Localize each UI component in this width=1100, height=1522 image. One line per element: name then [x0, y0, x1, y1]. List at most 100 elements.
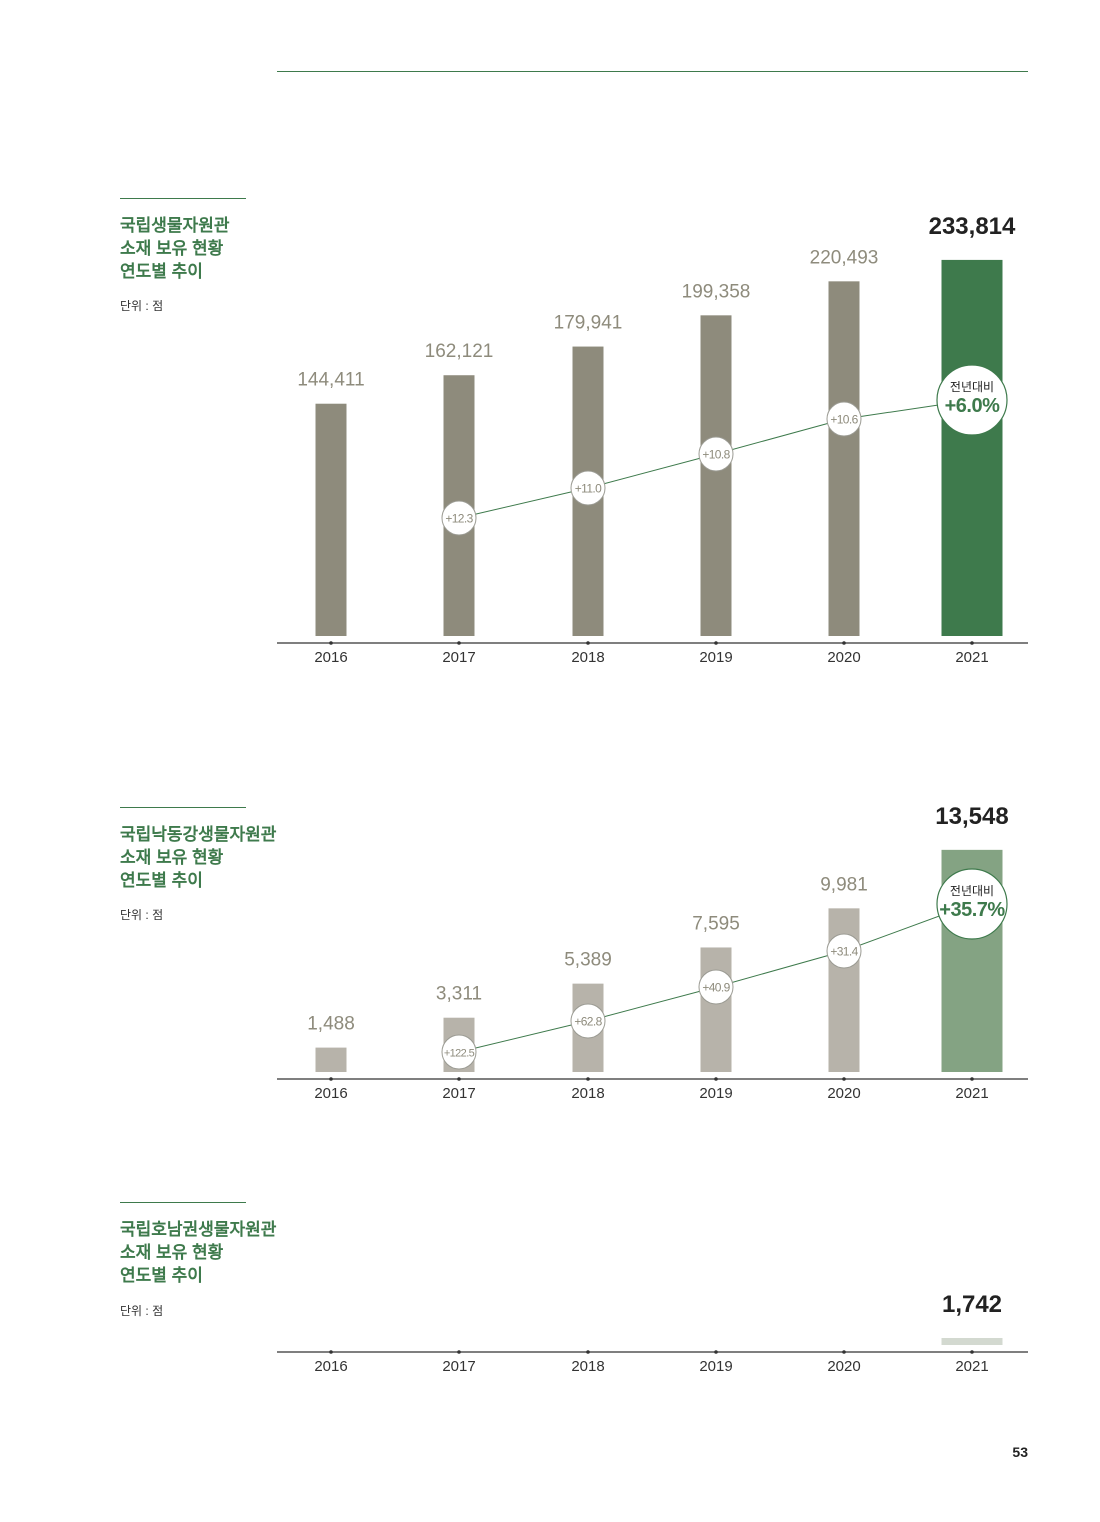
- axis-tick-2021: [970, 1350, 974, 1354]
- value-label-2021: 13,548: [935, 803, 1008, 830]
- value-label-2019: 7,595: [692, 913, 740, 934]
- growth-marker-2020: +31.4: [826, 933, 862, 969]
- growth-highlight-value: +6.0%: [945, 395, 1000, 417]
- section-2-title-line-1: 국립낙동강생물자원관: [120, 825, 277, 844]
- axis-tick-2019: [714, 1077, 718, 1081]
- bar-2016: [315, 1047, 347, 1072]
- axis-tick-2021: [970, 1077, 974, 1081]
- bar-2019: [700, 315, 732, 636]
- tick-label-2018: 2018: [571, 649, 604, 666]
- axis-tick-2017: [457, 641, 461, 645]
- growth-marker-circle: [826, 401, 862, 437]
- section-1-title-line-2: 소재 보유 현황: [120, 239, 224, 258]
- section-1-title-line-1: 국립생물자원관: [120, 216, 230, 235]
- tick-label-2020: 2020: [827, 1358, 860, 1375]
- value-label-2017: 162,121: [425, 341, 494, 362]
- section-3-title-line-1: 국립호남권생물자원관: [120, 1220, 277, 1239]
- tick-label-2017: 2017: [442, 1085, 475, 1102]
- tick-label-2019: 2019: [699, 1358, 732, 1375]
- page-number: 53: [1012, 1444, 1028, 1460]
- growth-marker-circle: [441, 1034, 477, 1070]
- axis-tick-2017: [457, 1350, 461, 1354]
- axis-tick-2016: [329, 1077, 333, 1081]
- growth-marker-2021: 전년대비+35.7%: [936, 868, 1008, 940]
- section-3-title-line-2: 소재 보유 현황: [120, 1243, 224, 1262]
- growth-highlight-value: +35.7%: [939, 899, 1005, 921]
- tick-label-2016: 2016: [314, 1085, 347, 1102]
- growth-marker-2017: +12.3: [441, 500, 477, 536]
- growth-marker-2017: +122.5: [441, 1034, 477, 1070]
- chart-1: 2016 2017 2018 2019 2020 2021 144,411 162,121 17…: [277, 213, 1028, 666]
- growth-marker-2018: +11.0: [570, 470, 606, 506]
- value-label-2021: 1,742: [942, 1291, 1002, 1318]
- growth-marker-circle: [570, 1003, 606, 1039]
- growth-label-2017: +122.5: [444, 1048, 475, 1060]
- value-label-2021: 233,814: [929, 213, 1016, 240]
- growth-marker-2021: 전년대비+6.0%: [936, 364, 1008, 436]
- growth-marker-2018: +62.8: [570, 1003, 606, 1039]
- growth-highlight-caption: 전년대비: [950, 884, 994, 898]
- tick-label-2021: 2021: [955, 1358, 988, 1375]
- bar-2020: [828, 281, 860, 636]
- axis-tick-2020: [842, 641, 846, 645]
- growth-marker-circle: [698, 436, 734, 472]
- chart-2: 2016 2017 2018 2019 2020 2021 1,488 3,311 5,389 7…: [277, 803, 1028, 1102]
- growth-marker-circle: [441, 500, 477, 536]
- tick-label-2018: 2018: [571, 1358, 604, 1375]
- tick-label-2021: 2021: [955, 649, 988, 666]
- tick-label-2017: 2017: [442, 649, 475, 666]
- growth-marker-circle: [570, 470, 606, 506]
- value-label-2020: 220,493: [810, 247, 879, 268]
- growth-highlight-caption: 전년대비: [950, 380, 994, 394]
- axis-tick-2016: [329, 641, 333, 645]
- axis-tick-2017: [457, 1077, 461, 1081]
- axis-tick-2018: [586, 641, 590, 645]
- growth-label-2020: +31.4: [830, 945, 858, 959]
- growth-marker-2019: +10.8: [698, 436, 734, 472]
- top-rule: [277, 71, 1028, 72]
- section-2-title: 국립낙동강생물자원관 소재 보유 현황 연도별 추이: [120, 823, 276, 892]
- tick-label-2018: 2018: [571, 1085, 604, 1102]
- bar-2021: [941, 1338, 1003, 1345]
- axis-tick-2020: [842, 1077, 846, 1081]
- section-1-title: 국립생물자원관 소재 보유 현황 연도별 추이: [120, 214, 229, 283]
- growth-label-2019: +10.8: [702, 448, 730, 462]
- section-1-title-line-3: 연도별 추이: [120, 262, 203, 281]
- tick-label-2019: 2019: [699, 649, 732, 666]
- growth-highlight-circle: [936, 868, 1008, 940]
- growth-marker-circle: [826, 933, 862, 969]
- tick-label-2019: 2019: [699, 1085, 732, 1102]
- axis-tick-2020: [842, 1350, 846, 1354]
- axis-tick-2018: [586, 1077, 590, 1081]
- growth-label-2019: +40.9: [702, 981, 730, 995]
- axis-tick-2016: [329, 1350, 333, 1354]
- growth-label-2018: +11.0: [575, 482, 602, 496]
- section-3-rule: [120, 1202, 246, 1203]
- growth-label-2018: +62.8: [574, 1015, 602, 1029]
- value-label-2016: 144,411: [297, 370, 364, 391]
- section-2-rule: [120, 807, 246, 808]
- section-1-unit: 단위 : 점: [120, 299, 164, 313]
- value-label-2018: 5,389: [564, 950, 612, 971]
- growth-marker-2019: +40.9: [698, 969, 734, 1005]
- value-label-2019: 199,358: [682, 281, 751, 302]
- axis-tick-2019: [714, 641, 718, 645]
- growth-marker-circle: [698, 969, 734, 1005]
- value-label-2017: 3,311: [436, 984, 482, 1005]
- tick-label-2020: 2020: [827, 1085, 860, 1102]
- axis-tick-2018: [586, 1350, 590, 1354]
- tick-label-2021: 2021: [955, 1085, 988, 1102]
- section-2-title-line-3: 연도별 추이: [120, 871, 203, 890]
- tick-label-2020: 2020: [827, 649, 860, 666]
- section-2-title-line-2: 소재 보유 현황: [120, 848, 224, 867]
- value-label-2018: 179,941: [554, 313, 623, 334]
- section-3-title: 국립호남권생물자원관 소재 보유 현황 연도별 추이: [120, 1218, 276, 1287]
- growth-label-2020: +10.6: [830, 413, 858, 427]
- axis-tick-2021: [970, 641, 974, 645]
- tick-label-2016: 2016: [314, 649, 347, 666]
- growth-highlight-circle: [936, 364, 1008, 436]
- section-1-rule: [120, 198, 246, 199]
- section-3-title-line-3: 연도별 추이: [120, 1266, 203, 1285]
- bar-2019: [700, 947, 732, 1072]
- section-3-unit: 단위 : 점: [120, 1304, 164, 1318]
